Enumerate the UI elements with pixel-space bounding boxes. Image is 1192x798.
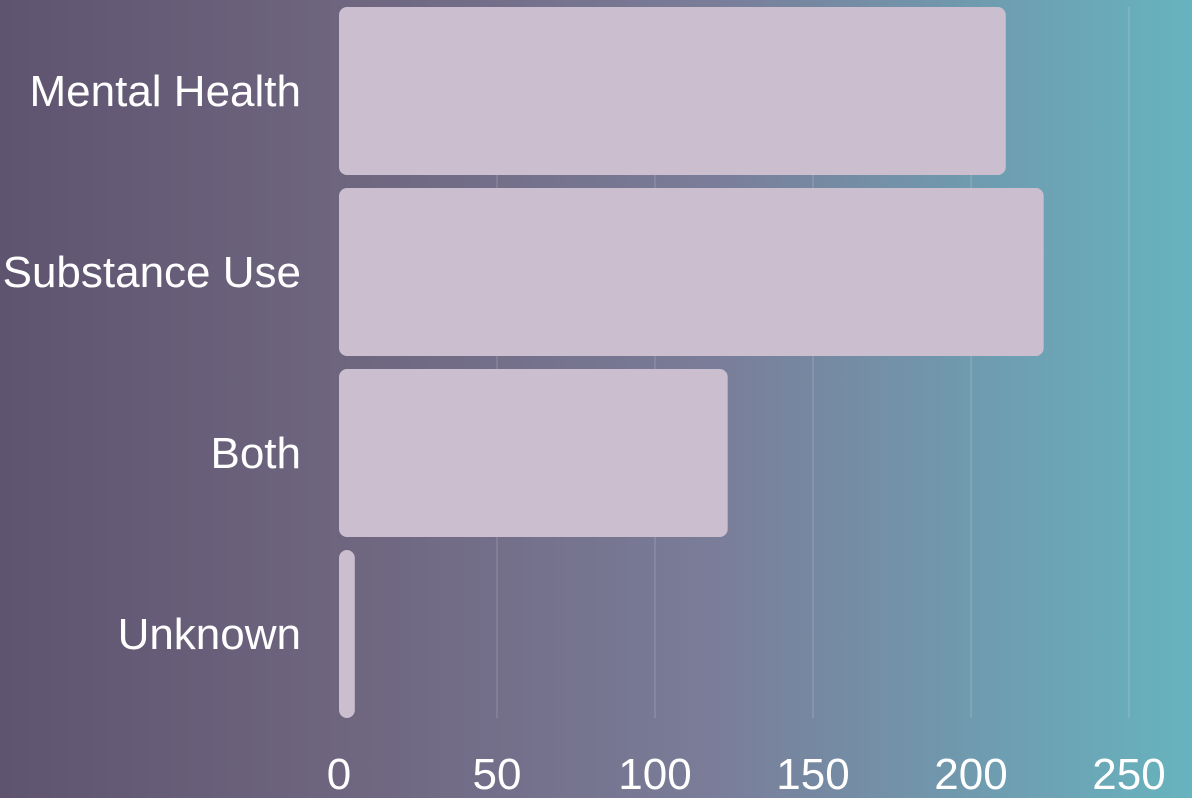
bars [339, 7, 1044, 718]
category-label: Mental Health [30, 67, 301, 116]
x-tick-label: 200 [934, 750, 1007, 798]
category-label: Both [210, 429, 301, 478]
x-axis-tick-labels: 0 50 100 150 200 250 [327, 750, 1166, 798]
x-tick-label: 250 [1092, 750, 1165, 798]
x-tick-label: 100 [618, 750, 691, 798]
category-label: Unknown [118, 610, 301, 659]
x-tick-label: 150 [776, 750, 849, 798]
bar-substance-use [339, 188, 1044, 356]
bar-mental-health [339, 7, 1006, 175]
x-tick-label: 50 [473, 750, 522, 798]
bar-both [339, 369, 728, 537]
bar-unknown [339, 550, 355, 718]
x-tick-label: 0 [327, 750, 351, 798]
category-label: Substance Use [3, 248, 301, 297]
category-labels: Mental Health Substance Use Both Unknown [3, 67, 301, 659]
